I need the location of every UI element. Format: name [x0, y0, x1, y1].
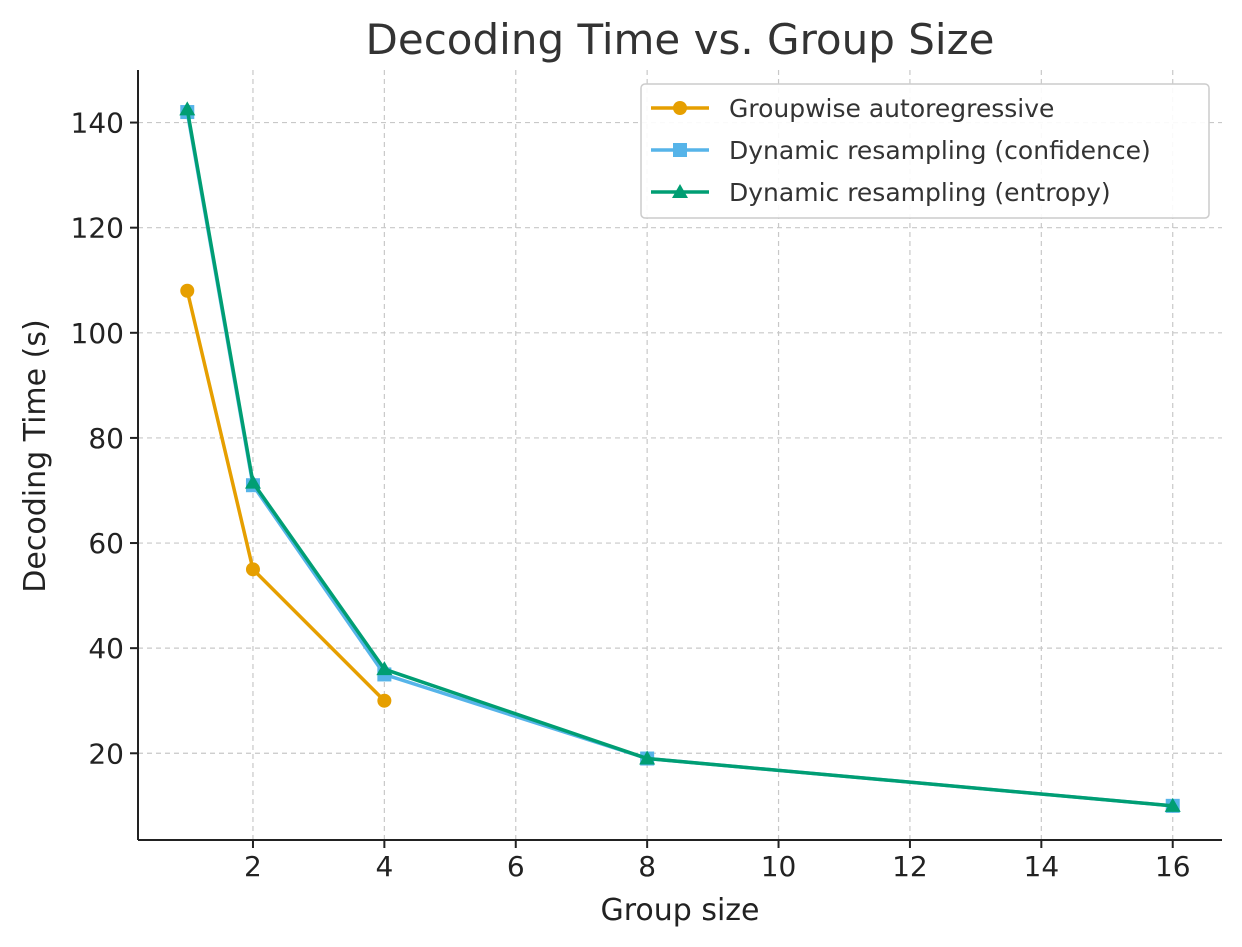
legend-label: Dynamic resampling (entropy): [729, 178, 1111, 207]
x-tick-label: 16: [1155, 850, 1191, 883]
legend-marker: [673, 101, 687, 115]
data-point: [180, 283, 195, 298]
data-point: [245, 562, 260, 577]
legend-label: Groupwise autoregressive: [729, 94, 1054, 123]
legend: Groupwise autoregressive Dynamic resampli…: [640, 83, 1210, 219]
legend-marker: [672, 184, 688, 198]
x-tick-label: 2: [244, 850, 262, 883]
data-point: [376, 661, 393, 676]
ticks: 2 4 6 8 10 12 14 16 20 40 60 80 100 120 140: [71, 107, 1191, 883]
data-point: [244, 474, 261, 489]
legend-box: [640, 83, 1210, 219]
x-tick-label: 8: [638, 850, 656, 883]
x-tick-label: 14: [1024, 850, 1060, 883]
legend-item: Groupwise autoregressive: [651, 94, 1054, 123]
series-2: [179, 101, 1181, 812]
data-point: [179, 101, 196, 116]
x-tick-label: 10: [761, 850, 797, 883]
series-0: [180, 283, 392, 708]
y-axis-label: Decoding Time (s): [18, 319, 53, 592]
y-tick-label: 100: [71, 317, 124, 350]
y-tick-label: 40: [88, 632, 124, 665]
y-tick-label: 140: [71, 107, 124, 140]
x-axis-label: Group size: [600, 893, 759, 928]
y-tick-label: 60: [88, 527, 124, 560]
data-point: [1164, 797, 1181, 812]
legend-label: Dynamic resampling (confidence): [729, 136, 1151, 165]
data-point: [377, 693, 392, 708]
y-tick-label: 80: [88, 422, 124, 455]
legend-marker: [673, 143, 687, 157]
y-tick-label: 20: [88, 737, 124, 770]
legend-item: Dynamic resampling (entropy): [651, 178, 1111, 207]
series-layer: [179, 101, 1181, 813]
data-point: [639, 750, 656, 765]
x-tick-label: 12: [892, 850, 928, 883]
x-tick-label: 4: [375, 850, 393, 883]
chart-title: Decoding Time vs. Group Size: [366, 15, 995, 64]
legend-item: Dynamic resampling (confidence): [651, 136, 1151, 165]
y-tick-label: 120: [71, 212, 124, 245]
x-tick-label: 6: [507, 850, 525, 883]
